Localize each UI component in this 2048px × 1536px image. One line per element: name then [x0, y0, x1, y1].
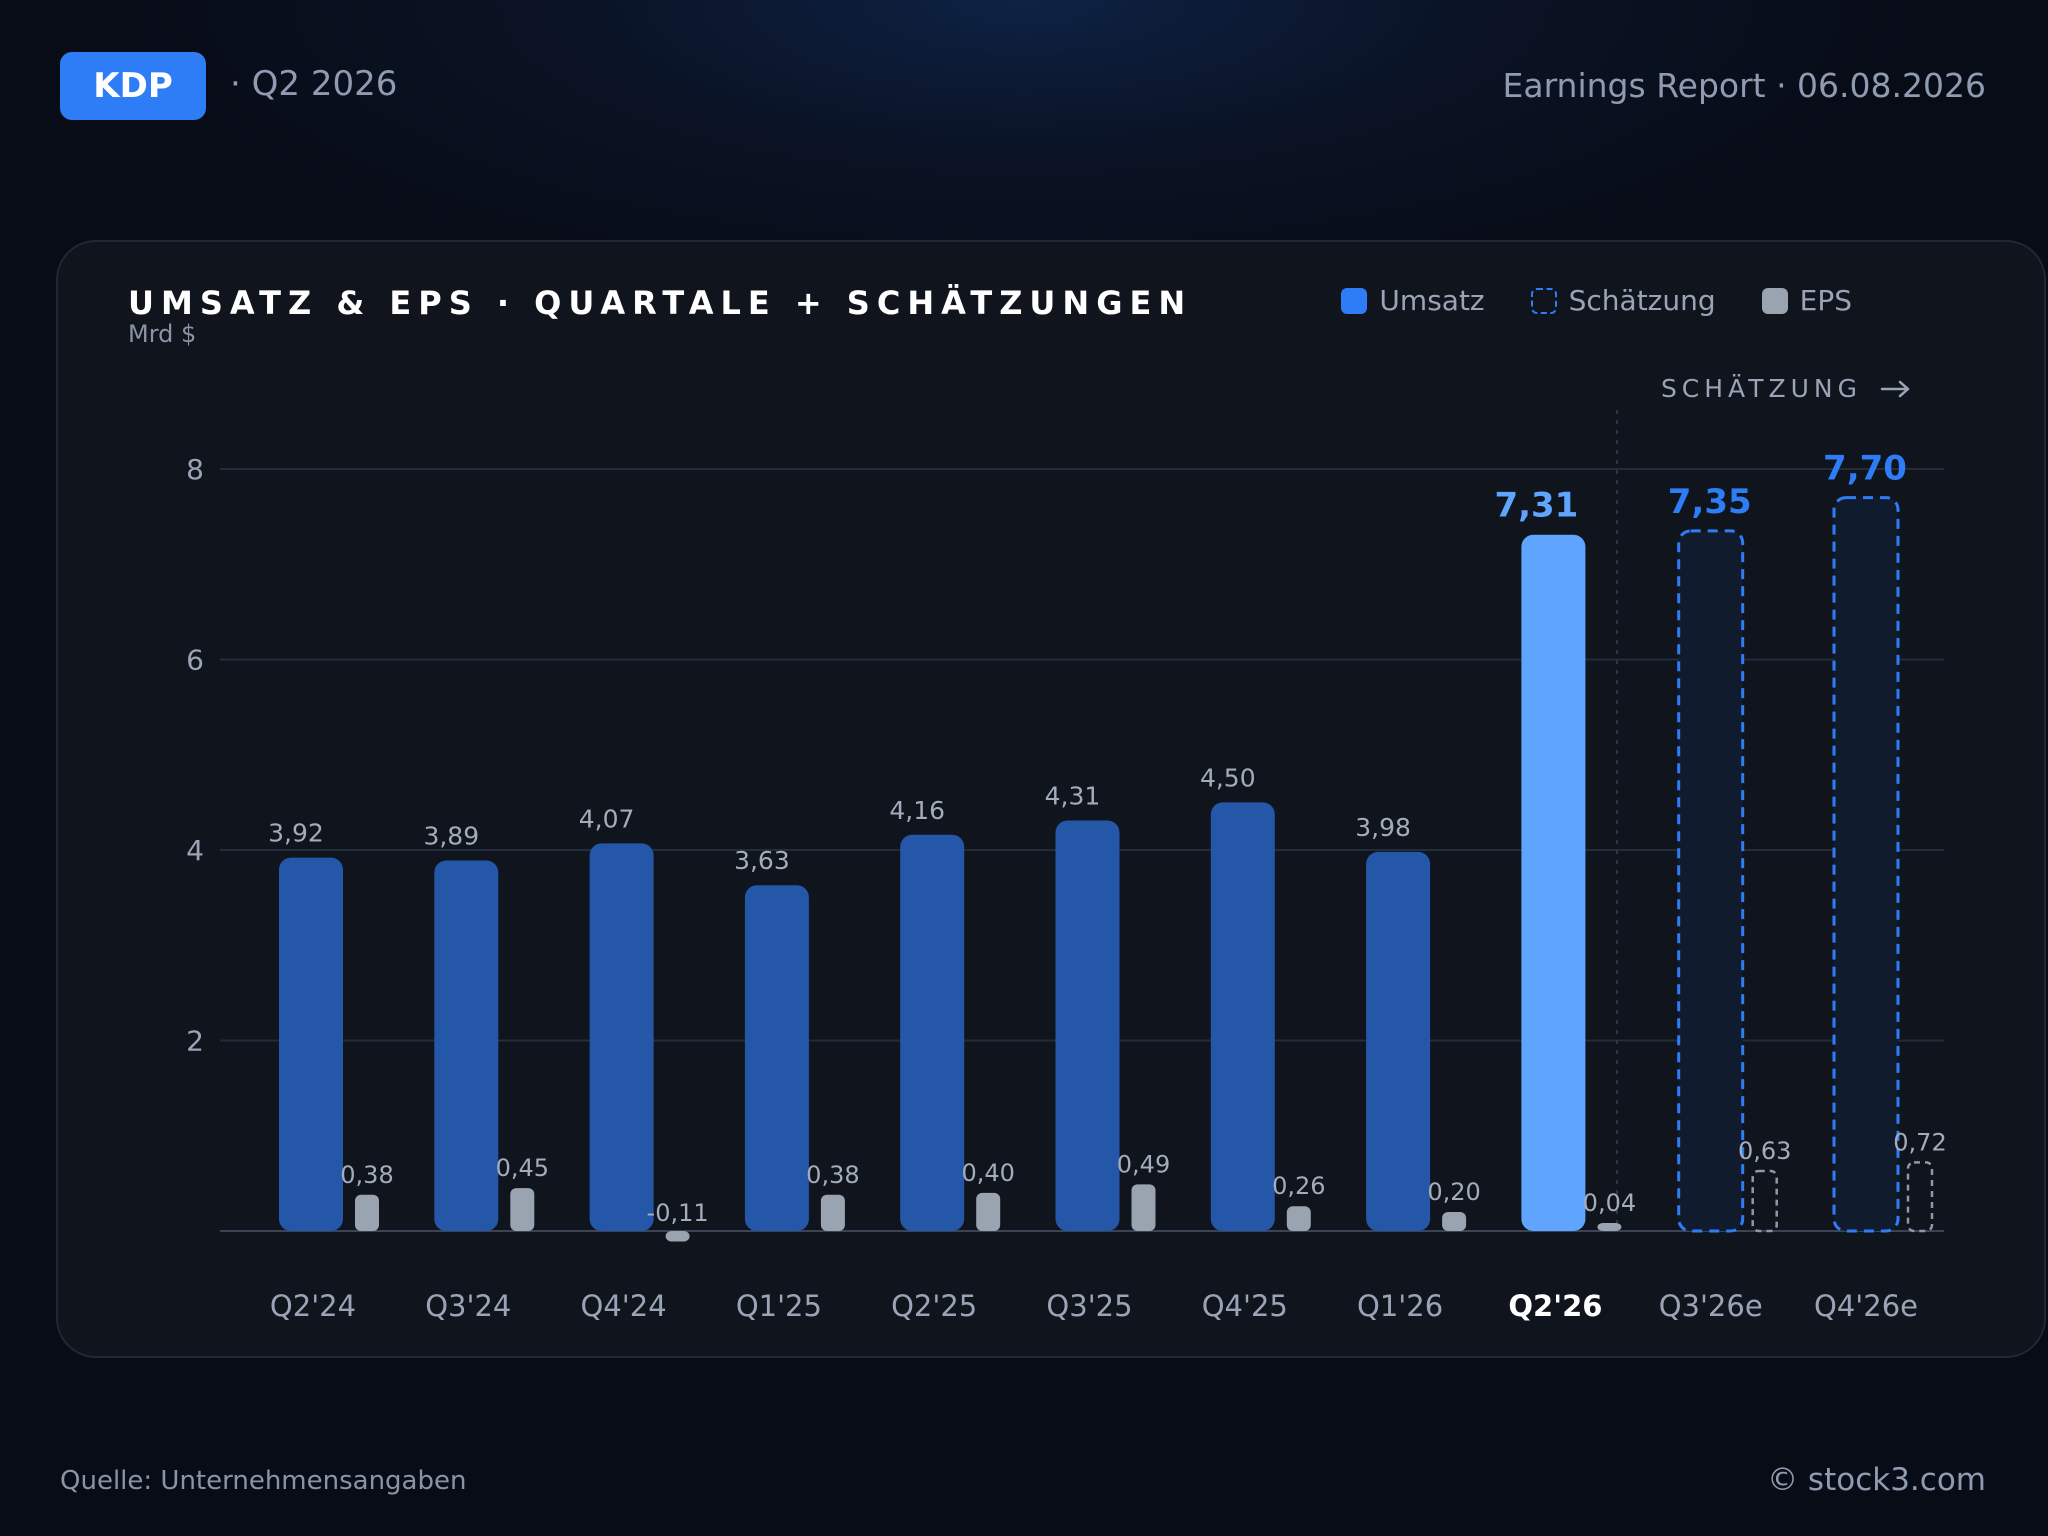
eps-value-label: 0,63 [1738, 1137, 1791, 1165]
y-tick-label: 8 [186, 453, 204, 486]
x-tick-label: Q4'25 [1202, 1289, 1288, 1323]
revenue-value-label: 7,70 [1823, 449, 1907, 489]
revenue-value-label: 3,63 [734, 846, 790, 875]
revenue-value-label: 4,50 [1200, 763, 1256, 792]
legend-item-eps: EPS [1761, 284, 1852, 317]
eps-value-label: 0,04 [1583, 1189, 1636, 1217]
eps-value-label: 0,49 [1117, 1150, 1170, 1178]
eps-value-label: 0,20 [1427, 1178, 1480, 1206]
eps-bar [510, 1188, 535, 1231]
eps-bar [976, 1192, 1001, 1231]
chart-title: UMSATZ & EPS · QUARTALE + SCHÄTZUNGEN [128, 284, 1193, 322]
chart-legend: Umsatz Schätzung EPS [1341, 284, 1852, 317]
x-tick-label: Q2'24 [270, 1289, 356, 1323]
eps-bar [665, 1231, 690, 1242]
x-tick-label: Q4'26e [1814, 1289, 1918, 1323]
eps-value-label: -0,11 [647, 1199, 709, 1227]
source-note: Quelle: Unternehmensangaben [60, 1466, 467, 1496]
eps-value-label: 0,72 [1893, 1128, 1946, 1156]
legend-label-estimate: Schätzung [1568, 284, 1716, 317]
report-date: Earnings Report · 06.08.2026 [1502, 66, 1987, 105]
revenue-value-label: 7,31 [1494, 486, 1578, 526]
revenue-bar [744, 885, 809, 1231]
eps-bar-estimate [1751, 1169, 1778, 1233]
eps-value-label: 0,40 [961, 1159, 1014, 1187]
eps-bar [1286, 1206, 1311, 1231]
eps-bar-estimate [1906, 1161, 1934, 1233]
x-tick-label: Q3'24 [425, 1289, 511, 1323]
legend-swatch-estimate [1530, 287, 1557, 314]
eps-value-label: 0,45 [496, 1154, 549, 1182]
revenue-value-label: 3,89 [423, 821, 479, 850]
revenue-bar-estimate [1832, 496, 1900, 1233]
legend-swatch-revenue [1341, 287, 1368, 314]
revenue-value-label: 4,31 [1045, 781, 1101, 810]
eps-bar [820, 1194, 845, 1231]
revenue-bar [1366, 851, 1431, 1231]
ticker-label: KDP [93, 66, 173, 106]
revenue-bar [1210, 802, 1275, 1231]
revenue-bar-current [1521, 534, 1586, 1231]
eps-bar [1442, 1211, 1467, 1231]
y-tick-label: 4 [186, 834, 204, 867]
eps-value-label: 0,38 [806, 1161, 859, 1189]
copyright: © stock3.com [1767, 1462, 1986, 1498]
revenue-bar [1055, 820, 1120, 1231]
arrow-right-icon [1880, 380, 1910, 397]
revenue-value-label: 7,35 [1668, 482, 1752, 522]
y-tick-label: 2 [186, 1025, 204, 1058]
eps-value-label: 0,38 [340, 1161, 393, 1189]
ticker-badge: KDP [60, 52, 206, 120]
revenue-value-label: 3,92 [268, 819, 324, 848]
eps-bar [1597, 1223, 1622, 1231]
estimate-marker-label: SCHÄTZUNG [1660, 374, 1862, 403]
legend-item-estimate: Schätzung [1530, 284, 1716, 317]
x-tick-label: Q3'25 [1046, 1289, 1132, 1323]
x-tick-label: Q1'26 [1357, 1289, 1443, 1323]
quarter-label: · Q2 2026 [230, 64, 398, 104]
y-tick-label: 6 [186, 644, 204, 677]
eps-bar [1131, 1184, 1156, 1231]
estimate-marker: SCHÄTZUNG [1661, 374, 1912, 403]
x-tick-label: Q1'25 [736, 1289, 822, 1323]
eps-value-label: 0,26 [1272, 1172, 1325, 1200]
x-tick-label: Q2'25 [891, 1289, 977, 1323]
revenue-bar [589, 843, 654, 1231]
x-tick-label: Q2'26 [1508, 1289, 1602, 1323]
chart-unit: Mrd $ [128, 320, 197, 348]
legend-swatch-eps [1761, 287, 1788, 314]
revenue-value-label: 3,98 [1355, 813, 1411, 842]
x-tick-label: Q4'24 [581, 1289, 667, 1323]
eps-bar [355, 1194, 379, 1231]
revenue-bar [434, 860, 499, 1231]
revenue-value-label: 4,16 [889, 796, 945, 825]
revenue-value-label: 4,07 [579, 804, 635, 833]
revenue-bar [279, 857, 343, 1231]
revenue-bar [900, 834, 965, 1231]
revenue-bar-estimate [1677, 529, 1745, 1233]
legend-label-revenue: Umsatz [1379, 284, 1485, 317]
x-tick-label: Q3'26e [1659, 1289, 1763, 1323]
legend-label-eps: EPS [1799, 284, 1852, 317]
legend-item-revenue: Umsatz [1341, 284, 1485, 317]
